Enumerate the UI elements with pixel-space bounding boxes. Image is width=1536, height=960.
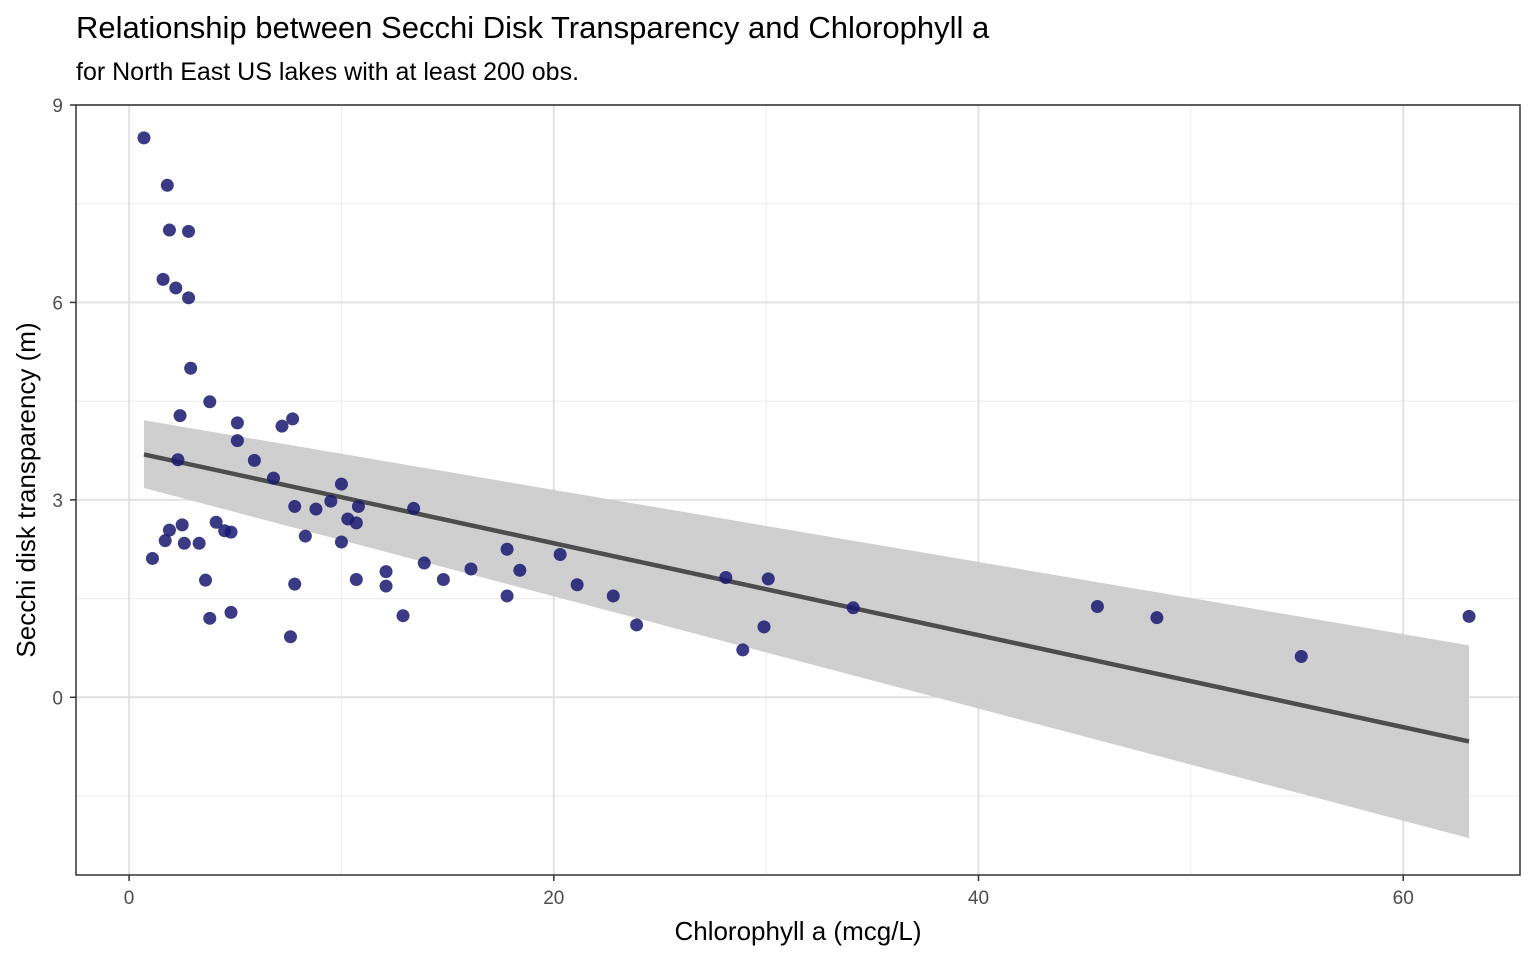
panel-border xyxy=(75,104,1521,876)
x-tick-label: 0 xyxy=(124,888,135,909)
data-point xyxy=(173,409,187,423)
fit-line-layer xyxy=(143,452,1470,744)
x-tick-label: 60 xyxy=(1393,888,1414,909)
data-point xyxy=(324,494,338,508)
data-point xyxy=(719,571,733,585)
chart-subtitle: for North East US lakes with at least 20… xyxy=(76,58,580,86)
data-point xyxy=(298,529,312,543)
data-point xyxy=(288,577,302,591)
data-point xyxy=(500,589,514,603)
data-point xyxy=(224,605,238,619)
y-tick-label: 6 xyxy=(52,293,63,314)
data-point xyxy=(247,453,261,467)
data-point xyxy=(351,499,365,513)
data-point xyxy=(334,535,348,549)
y-tick-label: 3 xyxy=(52,491,63,512)
data-point xyxy=(334,477,348,491)
data-point xyxy=(630,618,644,632)
y-tick-label: 0 xyxy=(52,688,63,709)
data-point xyxy=(160,178,174,192)
data-point xyxy=(266,471,280,485)
regression-line xyxy=(143,452,1470,744)
data-point xyxy=(137,131,151,145)
data-point xyxy=(275,419,289,433)
data-point xyxy=(1150,611,1164,625)
data-point xyxy=(156,272,170,286)
data-point xyxy=(379,565,393,579)
data-point xyxy=(177,536,191,550)
data-point xyxy=(846,601,860,615)
data-point xyxy=(407,501,421,515)
data-point xyxy=(513,563,527,577)
data-point xyxy=(286,412,300,426)
x-tick-label: 40 xyxy=(968,888,989,909)
data-point xyxy=(570,578,584,592)
data-point xyxy=(761,572,775,586)
data-point xyxy=(162,523,176,537)
data-point xyxy=(288,499,302,513)
axis-ticks: 0 20 40 60 0 3 6 9 xyxy=(52,96,1413,909)
data-point xyxy=(1294,650,1308,664)
data-point xyxy=(606,589,620,603)
x-axis-title: Chlorophyll a (mcg/L) xyxy=(674,916,921,946)
data-point xyxy=(184,361,198,375)
data-point xyxy=(396,609,410,623)
data-point xyxy=(203,395,217,409)
data-point xyxy=(203,611,217,625)
data-point xyxy=(230,416,244,430)
data-point xyxy=(182,224,196,238)
points-layer xyxy=(137,131,1476,664)
data-point xyxy=(283,630,297,644)
data-point xyxy=(158,534,172,548)
data-point xyxy=(192,536,206,550)
data-point xyxy=(379,579,393,593)
grid-minor xyxy=(76,105,1520,875)
data-point xyxy=(1090,599,1104,613)
data-point xyxy=(162,223,176,237)
data-point xyxy=(230,434,244,448)
chart-title: Relationship between Secchi Disk Transpa… xyxy=(76,10,990,45)
data-point xyxy=(224,525,238,539)
y-axis-title: Secchi disk transparency (m) xyxy=(11,322,41,657)
data-point xyxy=(169,281,183,295)
data-point xyxy=(500,542,514,556)
data-point xyxy=(309,502,323,516)
data-point xyxy=(171,453,185,467)
data-point xyxy=(464,562,478,576)
data-point xyxy=(349,516,363,530)
data-point xyxy=(417,556,431,570)
x-tick-label: 20 xyxy=(543,888,564,909)
data-point xyxy=(209,515,223,529)
data-point xyxy=(175,518,189,532)
data-point xyxy=(182,291,196,305)
data-point xyxy=(553,547,567,561)
data-point xyxy=(757,620,771,634)
y-tick-label: 9 xyxy=(52,96,63,117)
data-point xyxy=(349,573,363,587)
data-point xyxy=(736,643,750,657)
data-point xyxy=(436,573,450,587)
data-point xyxy=(1462,609,1476,623)
data-point xyxy=(199,573,213,587)
data-point xyxy=(145,551,159,565)
